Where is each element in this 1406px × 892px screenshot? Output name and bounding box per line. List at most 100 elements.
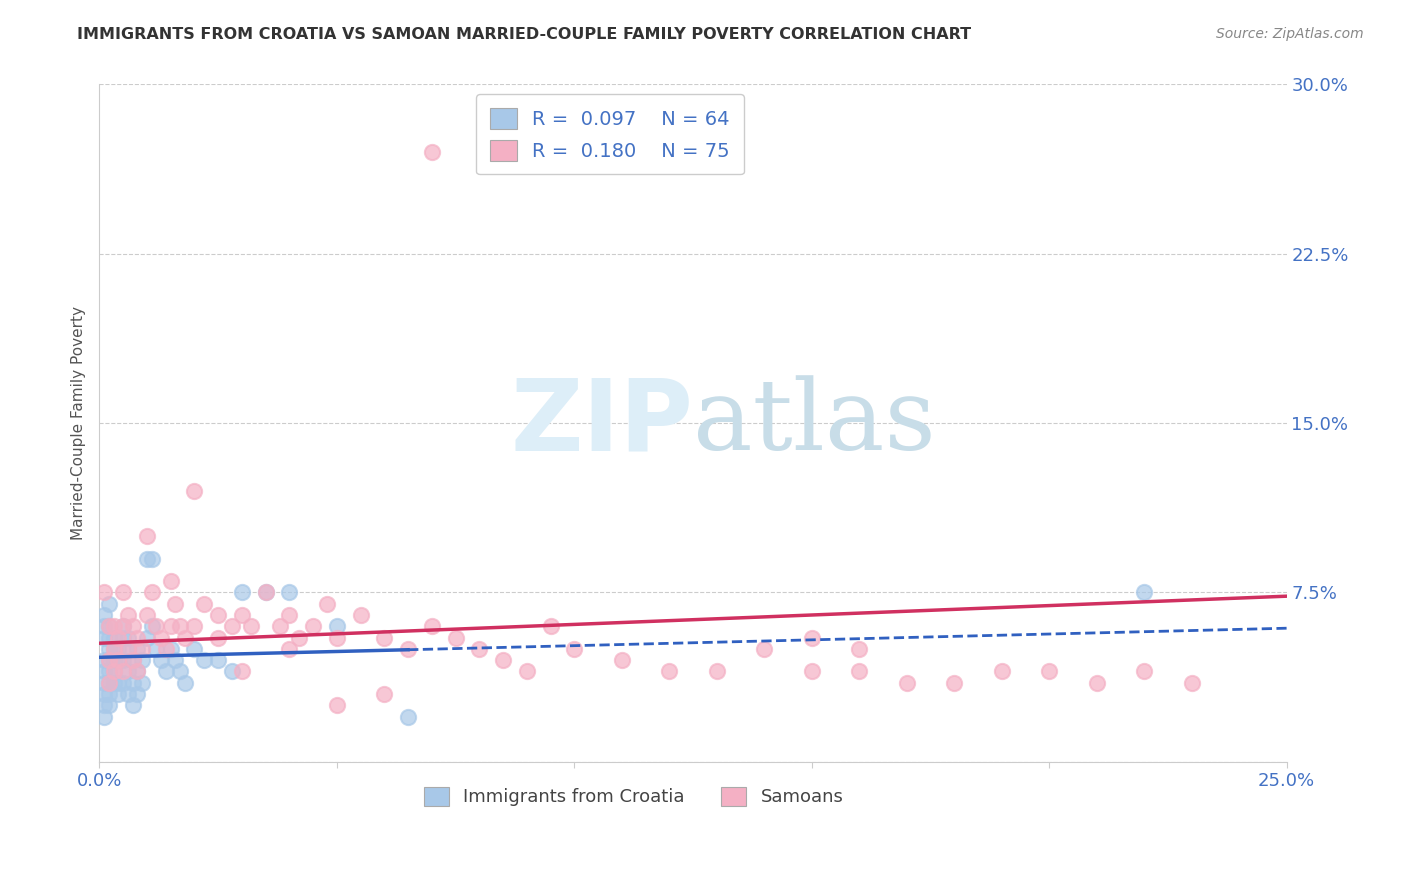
Point	[302, 619, 325, 633]
Point	[169, 665, 191, 679]
Point	[896, 675, 918, 690]
Point	[943, 675, 966, 690]
Point	[420, 619, 443, 633]
Point	[1038, 665, 1060, 679]
Point	[103, 631, 125, 645]
Point	[165, 653, 187, 667]
Point	[131, 675, 153, 690]
Point	[183, 483, 205, 498]
Point	[221, 619, 243, 633]
Point	[97, 698, 120, 713]
Y-axis label: Married-Couple Family Poverty: Married-Couple Family Poverty	[72, 306, 86, 541]
Point	[155, 641, 177, 656]
Point	[107, 653, 129, 667]
Point	[117, 687, 139, 701]
Point	[269, 619, 291, 633]
Point	[141, 585, 163, 599]
Point	[107, 675, 129, 690]
Point	[112, 675, 135, 690]
Point	[207, 653, 229, 667]
Point	[207, 607, 229, 622]
Point	[468, 641, 491, 656]
Text: ZIP: ZIP	[510, 375, 693, 472]
Point	[107, 687, 129, 701]
Point	[117, 607, 139, 622]
Point	[706, 665, 728, 679]
Point	[396, 709, 419, 723]
Point	[754, 641, 776, 656]
Legend: Immigrants from Croatia, Samoans: Immigrants from Croatia, Samoans	[416, 780, 851, 814]
Point	[183, 641, 205, 656]
Point	[127, 665, 149, 679]
Point	[562, 641, 585, 656]
Point	[97, 619, 120, 633]
Point	[121, 653, 143, 667]
Point	[112, 585, 135, 599]
Point	[800, 631, 823, 645]
Point	[658, 665, 681, 679]
Point	[159, 641, 181, 656]
Text: atlas: atlas	[693, 376, 936, 471]
Point	[131, 653, 153, 667]
Point	[97, 631, 120, 645]
Point	[174, 675, 197, 690]
Point	[117, 631, 139, 645]
Point	[373, 687, 395, 701]
Point	[127, 687, 149, 701]
Point	[135, 529, 157, 543]
Point	[135, 631, 157, 645]
Point	[103, 619, 125, 633]
Point	[103, 665, 125, 679]
Point	[254, 585, 277, 599]
Point	[373, 631, 395, 645]
Point	[117, 665, 139, 679]
Point	[990, 665, 1012, 679]
Point	[135, 551, 157, 566]
Point	[231, 607, 253, 622]
Point	[145, 619, 167, 633]
Point	[97, 619, 120, 633]
Point	[93, 698, 115, 713]
Point	[316, 597, 339, 611]
Point	[165, 597, 187, 611]
Point	[97, 653, 120, 667]
Point	[121, 698, 143, 713]
Point	[231, 665, 253, 679]
Point	[150, 631, 173, 645]
Point	[112, 619, 135, 633]
Point	[112, 665, 135, 679]
Point	[540, 619, 562, 633]
Point	[800, 665, 823, 679]
Point	[121, 675, 143, 690]
Point	[1133, 585, 1156, 599]
Point	[1181, 675, 1204, 690]
Point	[93, 619, 115, 633]
Point	[135, 607, 157, 622]
Point	[97, 675, 120, 690]
Point	[145, 641, 167, 656]
Point	[103, 641, 125, 656]
Text: IMMIGRANTS FROM CROATIA VS SAMOAN MARRIED-COUPLE FAMILY POVERTY CORRELATION CHAR: IMMIGRANTS FROM CROATIA VS SAMOAN MARRIE…	[77, 27, 972, 42]
Point	[193, 597, 215, 611]
Point	[278, 641, 301, 656]
Point	[326, 619, 349, 633]
Point	[159, 574, 181, 589]
Point	[127, 665, 149, 679]
Point	[516, 665, 538, 679]
Point	[288, 631, 311, 645]
Point	[131, 641, 153, 656]
Point	[93, 653, 115, 667]
Point	[97, 653, 120, 667]
Point	[326, 698, 349, 713]
Point	[127, 641, 149, 656]
Point	[93, 607, 115, 622]
Point	[93, 631, 115, 645]
Point	[207, 631, 229, 645]
Point	[103, 675, 125, 690]
Point	[97, 665, 120, 679]
Point	[103, 653, 125, 667]
Point	[349, 607, 371, 622]
Point	[150, 653, 173, 667]
Point	[254, 585, 277, 599]
Point	[278, 607, 301, 622]
